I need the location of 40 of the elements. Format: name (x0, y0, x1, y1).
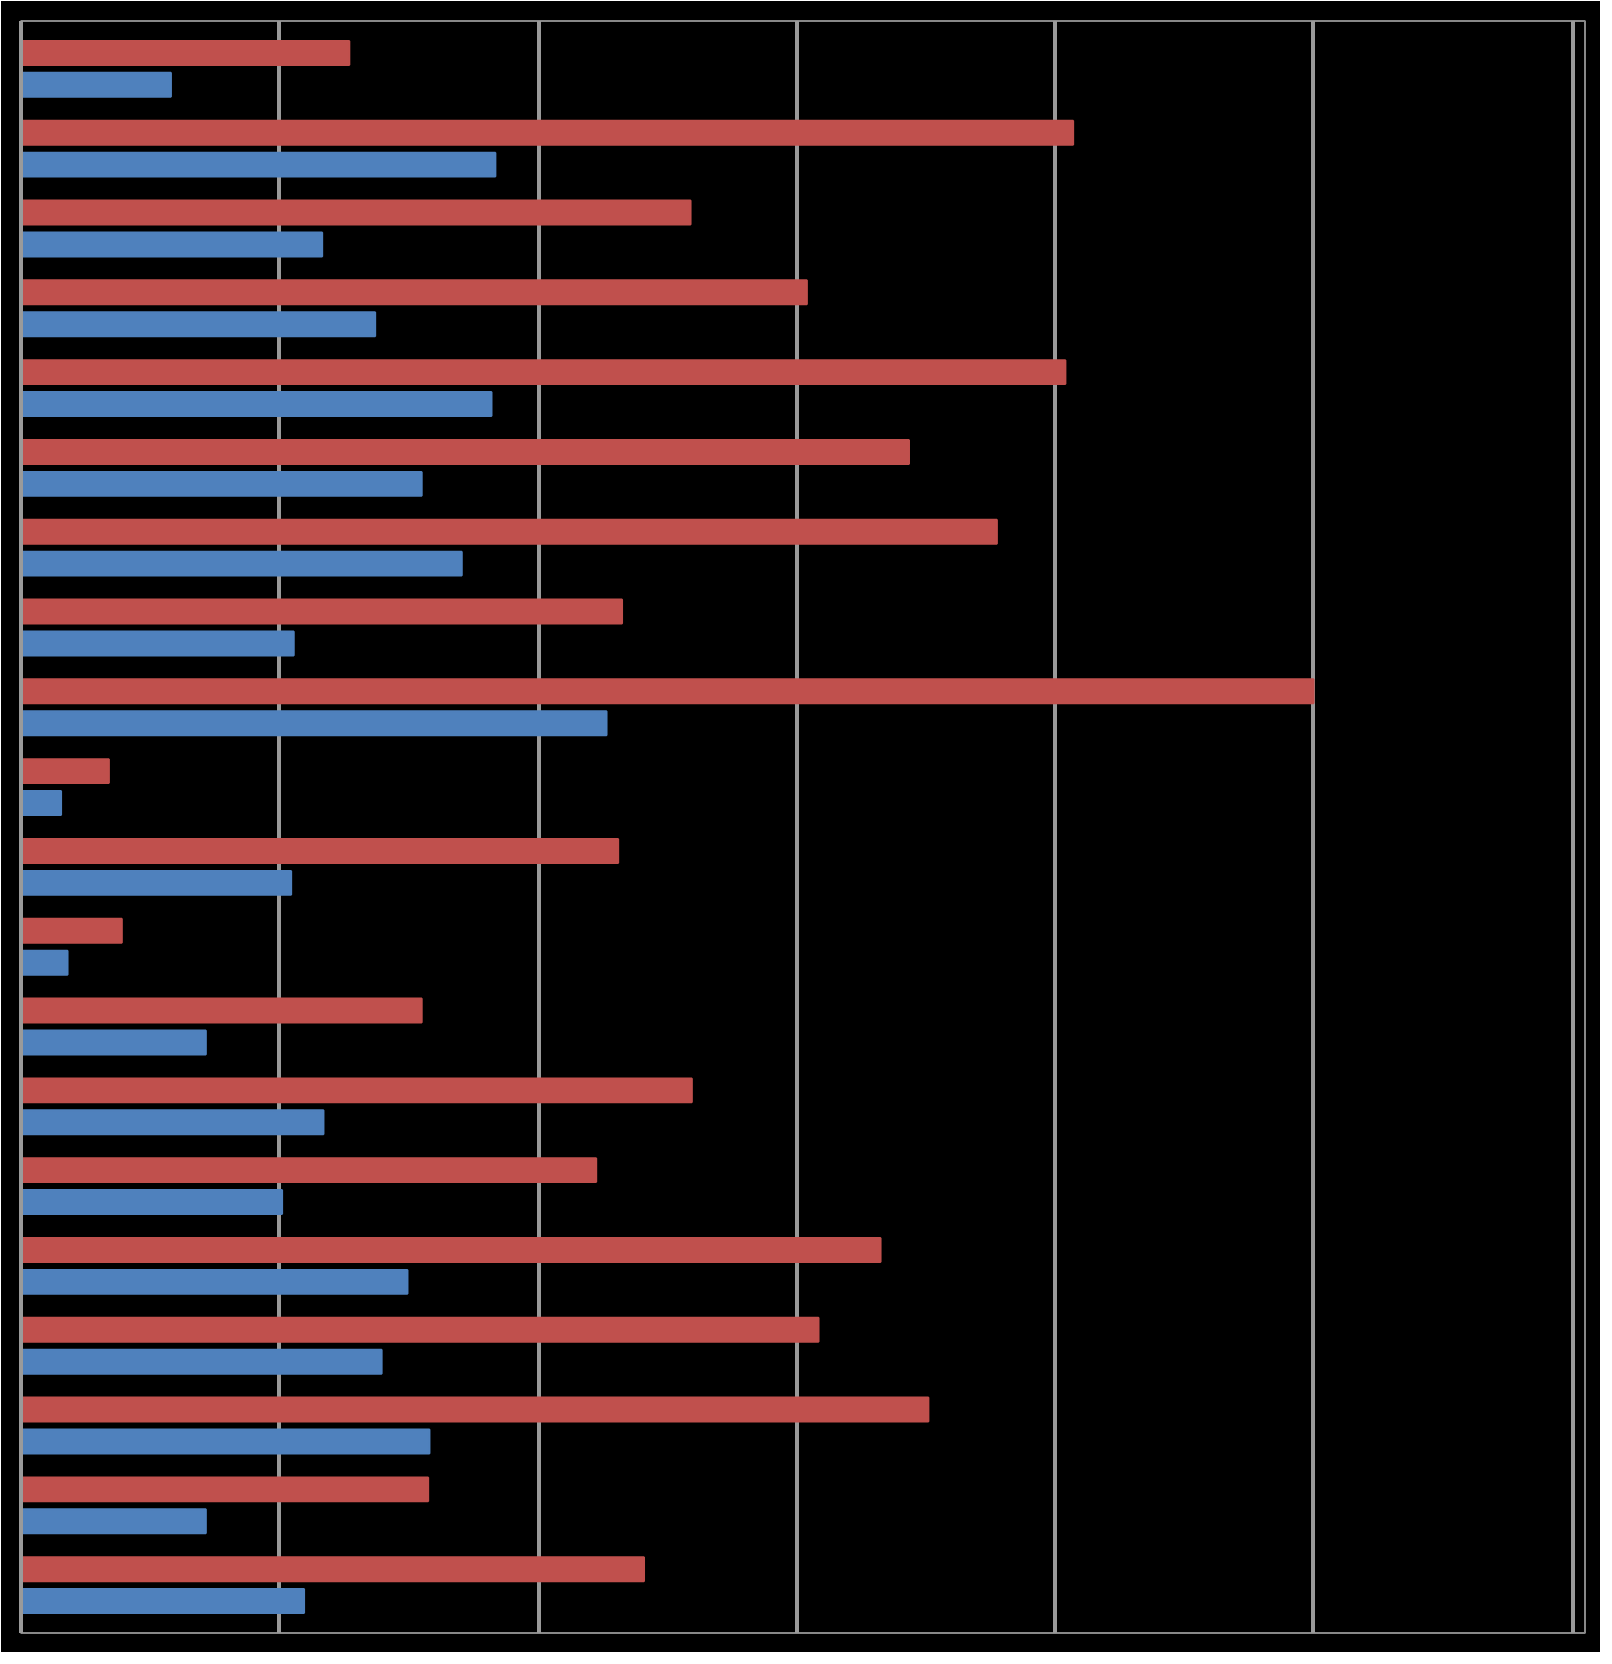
bar (21, 917, 123, 944)
bar (21, 71, 172, 98)
bar (21, 630, 295, 657)
bar (21, 151, 497, 178)
bar (21, 359, 1067, 386)
bar (21, 1396, 930, 1423)
bar (21, 1588, 306, 1615)
bar (21, 1157, 598, 1184)
bar (21, 869, 293, 896)
bar (21, 598, 624, 625)
bar (21, 518, 998, 545)
bar (21, 119, 1075, 146)
bar (21, 1077, 693, 1104)
bar (21, 710, 608, 737)
bar (21, 790, 63, 817)
bar (21, 1428, 431, 1455)
bar (21, 837, 620, 864)
bar (21, 678, 1315, 705)
bar (21, 391, 493, 418)
bar (21, 1476, 430, 1503)
bar (21, 39, 351, 66)
bar (21, 1508, 207, 1535)
bar (21, 1268, 409, 1295)
bar (21, 1348, 383, 1375)
bar (21, 949, 69, 976)
bar (21, 1236, 882, 1263)
bar (21, 231, 324, 258)
bar (21, 438, 910, 465)
bar (21, 311, 377, 338)
bar (21, 279, 808, 306)
bar (21, 199, 692, 226)
bar (21, 758, 110, 785)
bar (21, 550, 463, 577)
bar (21, 1189, 284, 1216)
bar (21, 1316, 820, 1343)
bar (21, 1556, 646, 1583)
bar (21, 997, 423, 1024)
bar (21, 1029, 207, 1056)
bar (21, 470, 423, 497)
bar (21, 1109, 325, 1136)
